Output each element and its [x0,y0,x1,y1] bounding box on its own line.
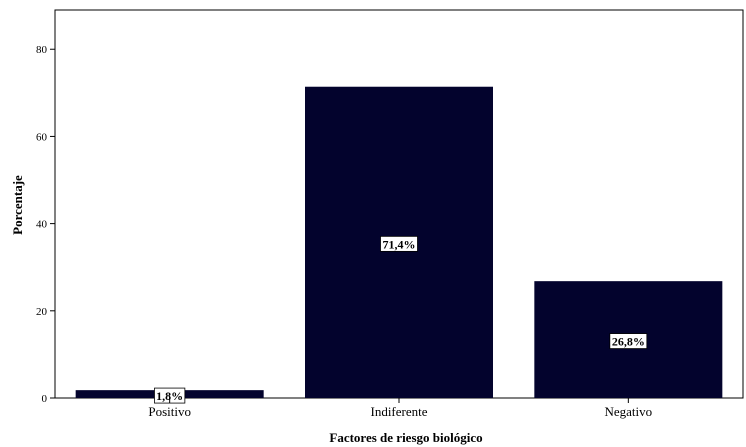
data-label-box [380,235,418,252]
x-tick-label: Indiferente [370,404,427,419]
data-label-text: 1,8% [156,389,183,403]
data-label-indiferente: 71,4% [380,235,418,252]
y-tick-label: 0 [42,393,48,405]
data-label-box [154,387,186,404]
data-label-text: 71,4% [383,237,416,251]
data-label-box [609,333,648,349]
data-label-text: 26,8% [612,335,645,349]
y-tick-label: 80 [36,44,48,56]
y-tick-label: 40 [36,219,48,231]
data-label-negativo: 26,8% [609,333,648,349]
y-tick-label: 60 [36,131,48,143]
x-tick-label: Positivo [148,404,191,419]
y-tick-label: 20 [36,306,48,318]
y-axis-title: Porcentaje [10,175,25,235]
x-tick-label: Negativo [605,404,653,419]
x-axis-title: Factores de riesgo biológico [329,430,482,445]
data-label-positivo: 1,8% [154,387,186,404]
